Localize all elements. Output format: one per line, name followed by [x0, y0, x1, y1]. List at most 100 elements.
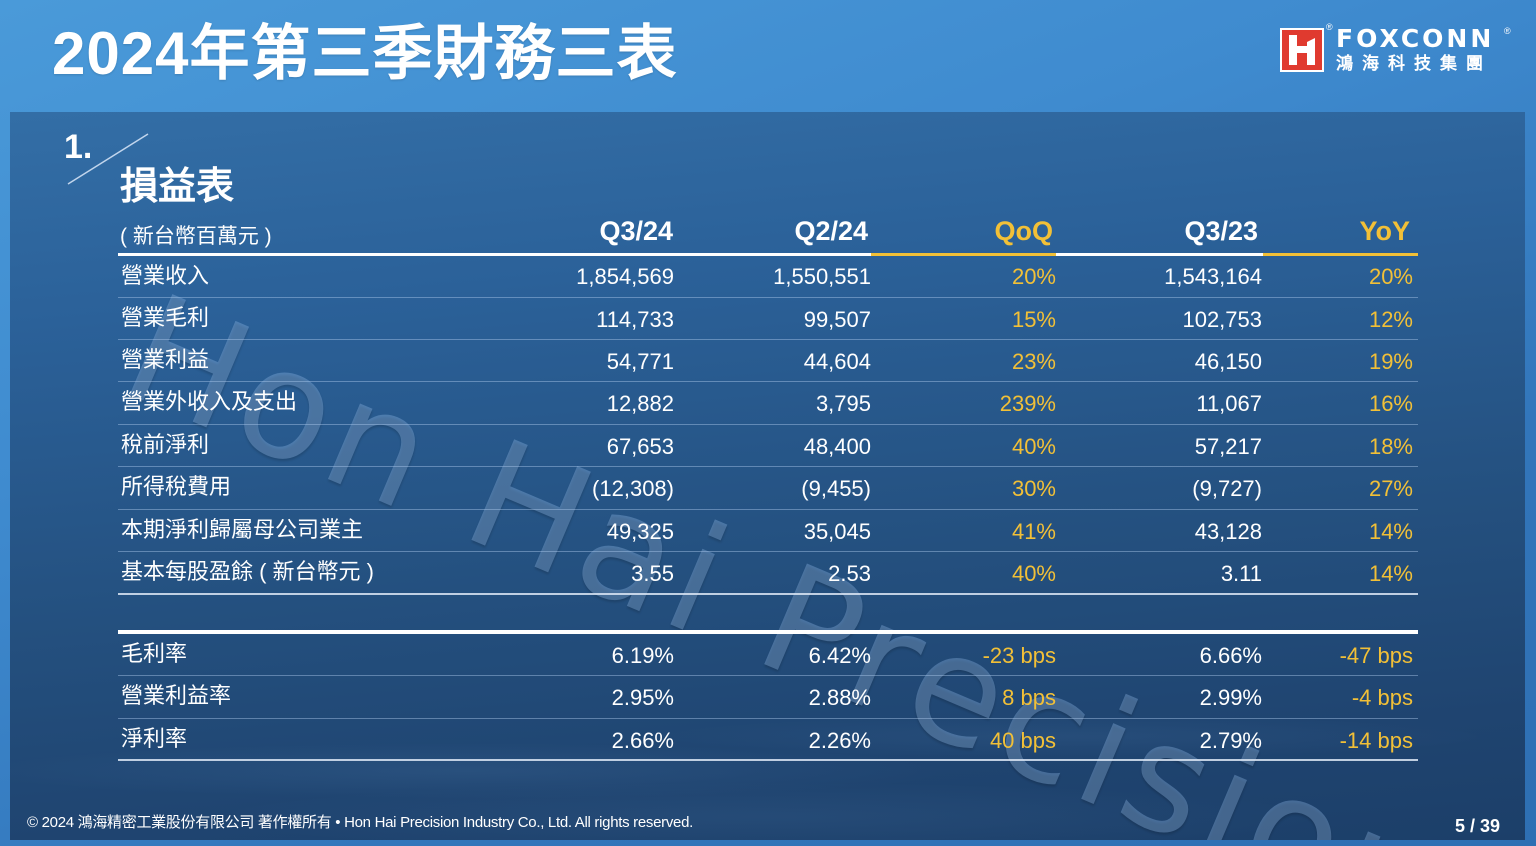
foxconn-logo: ® FOXCONN ® 鴻海科技集團 [1280, 22, 1511, 76]
row-label: 所得稅費用 [121, 474, 232, 499]
row-label: 毛利率 [121, 641, 188, 666]
content-panel: Hon Hai Precision [10, 112, 1525, 840]
column-header-q3-23: Q3/23 [1184, 216, 1258, 246]
cell-qoq: 20% [1011, 264, 1056, 289]
cell-q3-24: 6.19% [611, 643, 674, 668]
cell-q3-24: 49,325 [606, 519, 674, 544]
cell-yoy: -4 bps [1351, 685, 1413, 710]
cell-q2-24: 2.53 [828, 561, 871, 586]
row-label: 稅前淨利 [121, 432, 210, 457]
cell-q2-24: 48,400 [803, 434, 871, 459]
foxconn-h-logo-icon [1280, 28, 1324, 72]
cell-q2-24: 2.26% [808, 728, 871, 753]
section-divider [118, 593, 1418, 595]
cell-q2-24: 2.88% [808, 685, 871, 710]
logo-chinese-name: 鴻海科技集團 [1336, 54, 1492, 73]
cell-qoq: 41% [1011, 519, 1056, 544]
cell-q3-23: 2.79% [1199, 728, 1262, 753]
cell-qoq: 30% [1011, 476, 1056, 501]
row-label: 營業外收入及支出 [121, 389, 298, 414]
cell-q3-23: 46,150 [1194, 349, 1262, 374]
row-label: 營業毛利 [121, 305, 210, 330]
cell-qoq: 40% [1011, 434, 1056, 459]
cell-q3-23: 2.99% [1199, 685, 1262, 710]
cell-yoy: 14% [1368, 519, 1413, 544]
cell-q2-24: 1,550,551 [773, 264, 871, 289]
cell-qoq: 40% [1011, 561, 1056, 586]
column-header-q3-24: Q3/24 [599, 216, 673, 246]
cell-q3-24: 54,771 [606, 349, 674, 374]
cell-q3-24: 67,653 [606, 434, 674, 459]
row-divider [118, 381, 1418, 382]
column-header-q2-24: Q2/24 [794, 216, 868, 246]
cell-q3-23: (9,727) [1192, 476, 1262, 501]
table-bottom-border [118, 759, 1418, 761]
cell-qoq: 40 bps [989, 728, 1056, 753]
logo-brand-text: FOXCONN [1336, 24, 1495, 53]
cell-qoq: -23 bps [982, 643, 1056, 668]
column-header-qoq: QoQ [994, 216, 1054, 246]
cell-q3-23: 57,217 [1194, 434, 1262, 459]
row-divider [118, 297, 1418, 298]
cell-q3-23: 6.66% [1199, 643, 1262, 668]
cell-q2-24: 99,507 [803, 307, 871, 332]
page-title: 2024年第三季財務三表 [52, 20, 678, 87]
cell-yoy: 18% [1368, 434, 1413, 459]
page-number: 5 / 39 [1454, 816, 1500, 836]
ratio-section-top-border [118, 630, 1418, 634]
cell-yoy: -14 bps [1339, 728, 1413, 753]
cell-qoq: 23% [1011, 349, 1056, 374]
cell-q2-24: 6.42% [808, 643, 871, 668]
cell-q2-24: (9,455) [801, 476, 871, 501]
row-label: 營業利益 [121, 347, 210, 372]
cell-yoy: 16% [1368, 391, 1413, 416]
cell-q3-23: 3.11 [1220, 561, 1262, 586]
cell-qoq: 15% [1011, 307, 1056, 332]
diagonal-divider-icon [67, 133, 149, 185]
wave-background [10, 610, 1525, 840]
column-header-yoy: YoY [1359, 216, 1410, 246]
cell-q3-24: 12,882 [606, 391, 674, 416]
section-title: 損益表 [120, 166, 235, 208]
cell-yoy: 19% [1368, 349, 1413, 374]
row-label: 本期淨利歸屬母公司業主 [121, 517, 364, 542]
header-underline-white [1056, 253, 1263, 256]
cell-q3-24: 2.95% [611, 685, 674, 710]
cell-q3-23: 102,753 [1182, 307, 1262, 332]
row-label: 營業收入 [121, 263, 210, 288]
cell-q3-23: 43,128 [1194, 519, 1262, 544]
row-divider [118, 339, 1418, 340]
cell-q3-24: 3.55 [631, 561, 674, 586]
row-divider [118, 551, 1418, 552]
row-divider [118, 466, 1418, 467]
cell-qoq: 239% [999, 391, 1056, 416]
row-label: 淨利率 [121, 726, 188, 751]
cell-q3-24: 1,854,569 [576, 264, 674, 289]
header-underline-gold [871, 253, 1056, 256]
cell-yoy: 14% [1368, 561, 1413, 586]
cell-q2-24: 35,045 [803, 519, 871, 544]
cell-q3-24: (12,308) [592, 476, 674, 501]
cell-yoy: 12% [1368, 307, 1413, 332]
cell-q3-24: 114,733 [596, 307, 674, 332]
header-underline-gold [1263, 253, 1418, 256]
row-divider [118, 424, 1418, 425]
row-label: 基本每股盈餘 ( 新台幣元 ) [121, 559, 374, 584]
cell-q3-23: 11,067 [1196, 391, 1262, 416]
cell-q2-24: 3,795 [815, 391, 871, 416]
cell-q2-24: 44,604 [803, 349, 871, 374]
row-divider [118, 675, 1418, 676]
unit-label: ( 新台幣百萬元 ) [120, 225, 272, 248]
registered-mark: ® [1504, 26, 1511, 36]
cell-yoy: -47 bps [1339, 643, 1413, 668]
row-label: 營業利益率 [121, 683, 232, 708]
cell-q3-24: 2.66% [611, 728, 674, 753]
row-divider [118, 509, 1418, 510]
cell-yoy: 27% [1368, 476, 1413, 501]
cell-q3-23: 1,543,164 [1164, 264, 1262, 289]
cell-qoq: 8 bps [1002, 685, 1056, 710]
row-divider [118, 718, 1418, 719]
registered-mark: ® [1326, 22, 1333, 32]
header-underline-white [118, 253, 871, 256]
section-number: 1. [64, 128, 93, 166]
